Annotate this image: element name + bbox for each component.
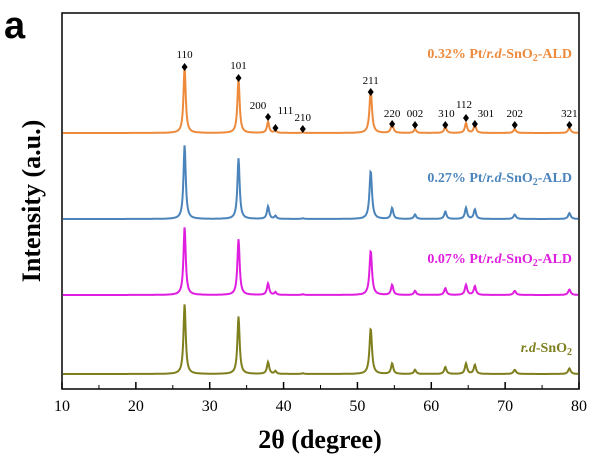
series-line [63, 304, 578, 375]
peak-diamond [442, 121, 449, 129]
peak-diamond [235, 74, 242, 82]
x-tick-label: 10 [54, 398, 70, 415]
x-tick-label: 40 [276, 398, 292, 415]
series-labels: 0.32% Pt/r.d-SnO2-ALD 0.27% Pt/r.d-SnO2-A… [427, 47, 572, 358]
peak-index-label: 202 [506, 108, 523, 120]
peak-diamond [265, 113, 272, 121]
peak-index-label: 200 [250, 100, 267, 112]
peak-diamond [299, 125, 306, 133]
x-axis-title: 2θ (degree) [258, 425, 382, 454]
x-tick-label: 80 [571, 398, 587, 415]
peak-index-label: 310 [438, 108, 455, 120]
series-line [63, 227, 578, 296]
peak-diamond [566, 121, 573, 129]
x-tick-label: 20 [128, 398, 144, 415]
peak-index-label: 101 [230, 60, 247, 72]
peak-diamond [389, 120, 396, 128]
peak-index-label: 002 [407, 108, 424, 120]
peak-index-label: 211 [363, 75, 379, 87]
peak-index-label: 112 [456, 99, 472, 111]
series-line [63, 145, 578, 220]
peak-diamond [462, 114, 469, 122]
peak-index-label: 110 [177, 49, 194, 61]
x-axis: 10 20 30 40 50 60 70 80 [54, 382, 587, 415]
y-axis-title: Intensity (a.u.) [17, 120, 46, 283]
plot-frame [61, 12, 580, 390]
peak-index-label: 321 [561, 108, 578, 120]
x-tick-label: 30 [202, 398, 218, 415]
traces [63, 67, 578, 375]
series-label: r.d-SnO2 [521, 341, 572, 358]
peak-index-label: 220 [384, 108, 401, 120]
series-label: 0.07% Pt/r.d-SnO2-ALD [427, 252, 572, 269]
series-line [63, 67, 578, 134]
series-label: 0.27% Pt/r.d-SnO2-ALD [427, 171, 572, 188]
x-tick-label: 70 [497, 398, 513, 415]
peak-diamond [471, 120, 478, 128]
series-label: 0.32% Pt/r.d-SnO2-ALD [427, 47, 572, 64]
peak-diamond [181, 63, 188, 71]
peak-diamond [367, 88, 374, 96]
peak-diamond [511, 121, 518, 129]
peak-index-label: 210 [295, 112, 312, 124]
peak-index-label: 301 [478, 108, 495, 120]
panel-letter: a [4, 5, 26, 47]
peak-index-label: 111 [278, 105, 294, 117]
x-tick-label: 50 [349, 398, 365, 415]
x-tick-label: 60 [423, 398, 439, 415]
peak-diamond [412, 121, 419, 129]
peak-diamond [272, 124, 279, 132]
